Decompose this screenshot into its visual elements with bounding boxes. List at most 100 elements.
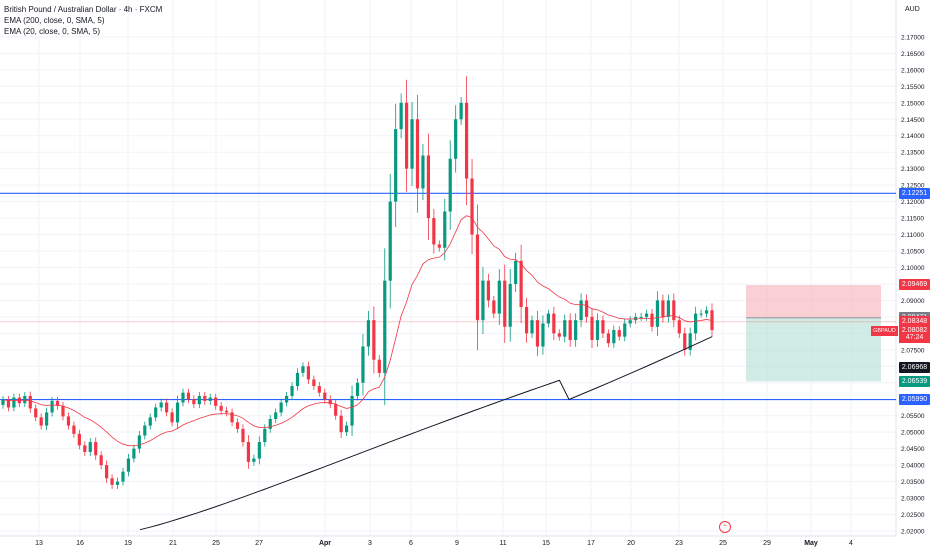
candle-body [514,260,518,284]
ema200-legend[interactable]: EMA (200, close, 0, SMA, 5) [4,16,105,25]
candle-body [601,320,605,334]
candle-body [285,395,289,403]
candle-body [464,102,469,179]
candle-body [579,300,583,321]
candle-body [694,313,698,334]
candle-body [415,119,420,189]
candle-body [105,465,109,479]
x-tick-label: 19 [124,540,132,547]
candle-body [366,320,371,347]
y-tick-label: 2.16500 [901,51,925,58]
ema200-line [139,336,713,531]
candle-body [377,359,381,373]
candle-body [328,399,332,405]
candle-body [214,397,218,406]
candle-body [699,313,703,315]
currency-label[interactable]: AUD [905,6,920,13]
x-tick-label: 15 [542,540,550,547]
y-tick-label: 2.04000 [901,463,925,470]
candle-body [219,405,223,411]
candle-body [203,395,207,401]
ema20-legend[interactable]: EMA (20, close, 0, SMA, 5) [4,27,101,36]
candle-body [34,408,38,418]
candle-body [181,392,185,403]
y-tick-label: 2.15000 [901,100,925,107]
candle-body [574,320,578,340]
candle-body [443,211,447,248]
candle-body [606,333,610,344]
candle-body [399,102,403,130]
candle-body [279,402,283,413]
candle-body [257,442,261,459]
candle-body [137,435,141,449]
price-tag: 2.06968 [899,361,930,373]
candle-body [563,320,567,337]
candle-body [350,395,354,426]
y-tick-label: 2.02000 [901,529,925,536]
candle-body [666,300,670,317]
candle-body [661,300,665,317]
candle-body [644,313,649,317]
x-tick-label: 21 [169,540,177,547]
stop-loss-zone [746,284,881,318]
candle-body [704,310,709,314]
candle-body [12,397,16,408]
candle-body [1,399,5,405]
y-tick-label: 2.03500 [901,479,925,486]
candle-body [23,395,27,404]
candle-body [72,425,76,434]
candle-body [208,397,212,401]
candle-body [639,316,643,318]
candle-body [159,402,163,408]
candle-body [394,129,398,202]
candle-body [590,316,594,340]
y-tick-label: 2.12500 [901,183,925,190]
candle-body [339,415,343,433]
candle-body [372,320,376,360]
candle-body [132,448,136,459]
candle-body [88,442,92,452]
x-tick-label: Apr [319,540,331,547]
tradingview-logo-icon[interactable]: ⌁ [719,521,731,533]
candle-body [361,346,365,383]
candle-body [437,244,441,248]
x-tick-label: 29 [763,540,771,547]
candle-body [334,404,338,416]
candle-body [45,412,49,426]
candle-body [170,412,174,423]
y-tick-label: 2.13000 [901,166,925,173]
candle-body [552,313,556,334]
x-tick-label: 23 [675,540,683,547]
x-tick-label: 3 [368,540,372,547]
candle-body [470,178,474,235]
candle-body [595,320,600,340]
price-tag: 2.09469 [899,279,930,291]
candle-body [148,417,152,426]
candle-body [355,382,360,396]
candle-body [655,300,660,327]
candle-body [524,307,529,334]
candle-body [39,417,43,426]
candle-body [143,425,147,436]
candle-body [481,280,485,321]
symbol-title[interactable]: British Pound / Australian Dollar · 4h ·… [4,5,163,14]
candle-body [61,405,65,417]
candle-body [94,442,98,456]
candle-body [235,422,240,429]
x-tick-label: 25 [212,540,220,547]
y-tick-label: 2.02500 [901,512,925,519]
y-tick-label: 2.04500 [901,446,925,453]
x-tick-label: 25 [719,540,727,547]
y-tick-label: 2.11500 [901,216,924,223]
candle-body [688,333,692,350]
y-tick-label: 2.03000 [901,496,925,503]
candle-body [263,428,267,443]
y-tick-label: 2.15500 [901,84,925,91]
candle-body [154,407,158,418]
candle-body [99,455,103,466]
candle-body [301,366,305,373]
y-tick-label: 2.11000 [901,232,924,239]
x-tick-label: 17 [587,540,595,547]
